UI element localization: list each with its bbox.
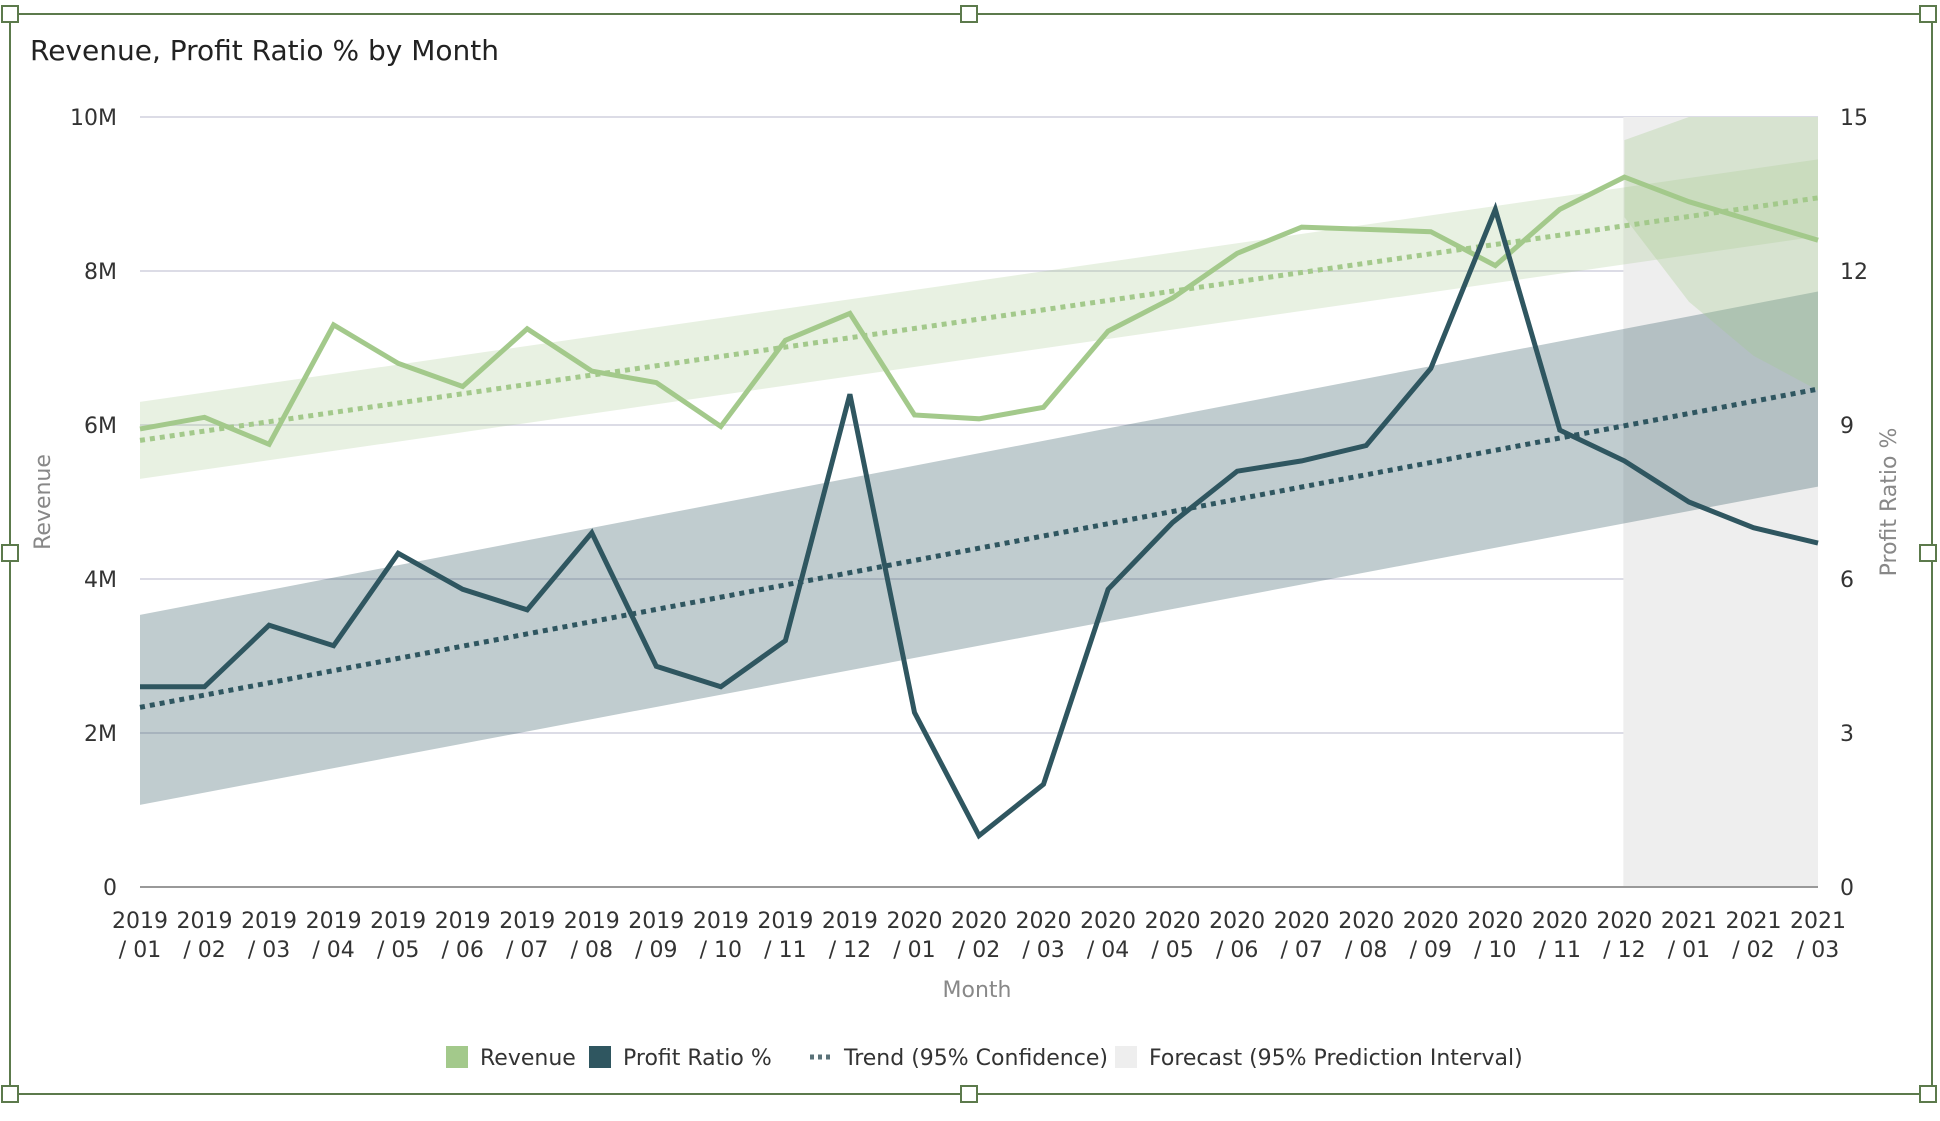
legend-item: Revenue [446, 1046, 576, 1071]
x-tick-label: 2019/ 05 [370, 909, 426, 963]
y2-tick-label: 3 [1840, 722, 1854, 747]
forecast-region [1623, 117, 1818, 887]
y2-tick-label: 6 [1840, 568, 1854, 593]
y-tick-label: 4M [84, 568, 117, 593]
x-tick-label: 2021/ 01 [1661, 909, 1717, 963]
series-lines [139, 174, 1819, 840]
x-tick-label: 2020/ 09 [1403, 909, 1459, 963]
y2-tick-label: 0 [1840, 876, 1854, 901]
profit-ratio-line [140, 201, 1819, 840]
y2-tick-label: 12 [1840, 260, 1868, 285]
x-tick-label: 2020/ 02 [951, 909, 1007, 963]
chart-title: Revenue, Profit Ratio % by Month [30, 34, 499, 67]
trend-lines [139, 195, 1819, 710]
x-tick-label: 2020/ 10 [1467, 909, 1523, 963]
legend-label: Trend (95% Confidence) [843, 1046, 1108, 1071]
forecast-prediction-interval [1624, 117, 1818, 391]
x-tick-label: 2020/ 08 [1338, 909, 1394, 963]
resize-handle [1, 5, 19, 23]
resize-handle [1, 1085, 19, 1103]
trend-line [139, 195, 1819, 443]
x-tick-label: 2019/ 08 [564, 909, 620, 963]
gridlines [140, 116, 1818, 734]
x-tick-label: 2019/ 12 [822, 909, 878, 963]
legend-item: Profit Ratio % [589, 1046, 772, 1071]
legend-item: Trend (95% Confidence) [810, 1046, 1108, 1071]
x-tick-label: 2019/ 04 [306, 909, 362, 963]
legend-label: Profit Ratio % [623, 1046, 772, 1071]
selection-frame[interactable] [1, 5, 1937, 1103]
x-tick-label: 2020/ 01 [886, 909, 942, 963]
resize-handle [960, 1085, 978, 1103]
x-tick-label: 2019/ 10 [693, 909, 749, 963]
x-axis-title: Month [943, 978, 1012, 1003]
x-tick-label: 2019/ 02 [177, 909, 233, 963]
revenue-line [139, 174, 1819, 448]
resize-handle [1919, 5, 1937, 23]
y2-tick-label: 15 [1840, 106, 1868, 131]
legend-item: Forecast (95% Prediction Interval) [1115, 1046, 1523, 1071]
x-tick-label: 2020/ 05 [1145, 909, 1201, 963]
trend-line [139, 386, 1819, 710]
x-tick-label: 2020/ 03 [1016, 909, 1072, 963]
x-tick-label: 2019/ 09 [628, 909, 684, 963]
x-tick-label: 2020/ 07 [1274, 909, 1330, 963]
legend-label: Forecast (95% Prediction Interval) [1149, 1046, 1523, 1071]
trend-confidence-band [140, 159, 1818, 479]
y-tick-label: 2M [84, 722, 117, 747]
y-tick-label: 6M [84, 414, 117, 439]
resize-handle [960, 5, 978, 23]
y-tick-label: 10M [70, 106, 117, 131]
legend-swatch [589, 1046, 611, 1068]
y2-axis-title: Profit Ratio % [1877, 428, 1902, 577]
x-tick-label: 2019/ 06 [435, 909, 491, 963]
x-tick-label: 2021/ 02 [1725, 909, 1781, 963]
x-tick-label: 2020/ 04 [1080, 909, 1136, 963]
y-tick-label: 0 [103, 876, 117, 901]
x-tick-label: 2019/ 03 [241, 909, 297, 963]
y-axis-title: Revenue [31, 454, 56, 550]
x-tick-label: 2020/ 11 [1532, 909, 1588, 963]
resize-handle [1919, 544, 1937, 562]
x-tick-label: 2020/ 12 [1596, 909, 1652, 963]
x-tick-label: 2019/ 01 [112, 909, 168, 963]
legend-swatch [446, 1046, 468, 1068]
x-tick-label: 2021/ 03 [1790, 909, 1846, 963]
resize-handle [1, 544, 19, 562]
y2-tick-label: 9 [1840, 414, 1854, 439]
legend-label: Revenue [480, 1046, 576, 1071]
x-tick-label: 2020/ 06 [1209, 909, 1265, 963]
resize-handle [1919, 1085, 1937, 1103]
x-tick-label: 2019/ 07 [499, 909, 555, 963]
x-tick-label: 2019/ 11 [757, 909, 813, 963]
legend-swatch [1115, 1046, 1137, 1068]
legend: Revenue Profit Ratio % Trend (95% Confiden… [446, 1046, 1523, 1071]
y-tick-label: 8M [84, 260, 117, 285]
